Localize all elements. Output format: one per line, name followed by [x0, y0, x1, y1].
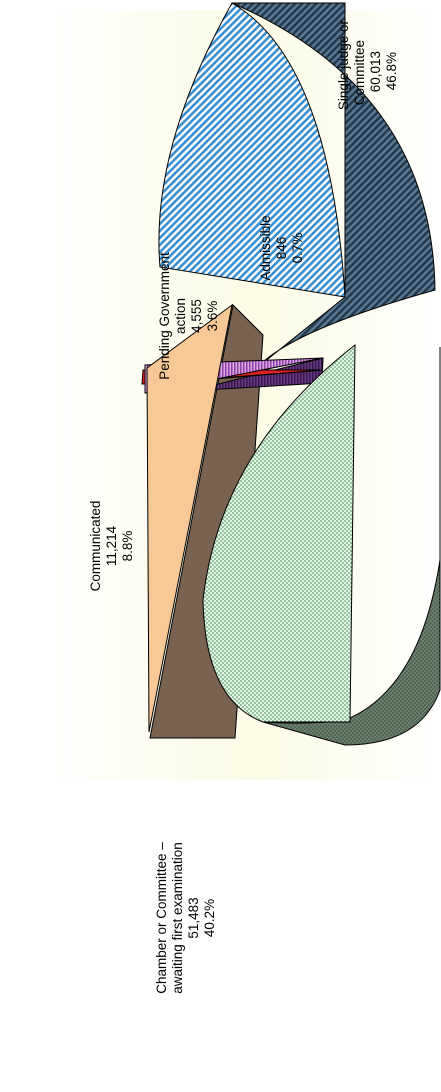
label-single-judge-line-2: Committee — [352, 40, 367, 105]
label-admissible: Admissible 846 0.7% — [258, 215, 305, 280]
label-communicated: Communicated 11,214 8.8% — [88, 501, 135, 592]
label-single-judge-line-1: Single judge or — [336, 20, 351, 111]
label-chamber-line-4: 40.2% — [202, 899, 217, 937]
slice-chamber — [202, 343, 356, 723]
label-pending-line-2: action — [173, 298, 188, 334]
label-pending-line-1: Pending Government — [157, 252, 172, 380]
slice-communicated — [146, 303, 233, 733]
label-communicated-line-2: 11,214 — [104, 525, 119, 566]
label-chamber: Chamber or Committee – awaiting first ex… — [154, 842, 217, 994]
slice-single-judge — [158, 2, 346, 298]
label-pending: Pending Government action 4,555 3.6% — [157, 252, 220, 380]
slice-side-single-judge — [231, 2, 436, 368]
label-single-judge-line-4: 46.8% — [384, 52, 399, 90]
label-pending-line-3: 4,555 — [189, 299, 204, 333]
label-chamber-line-2: awaiting first examination — [170, 842, 185, 994]
label-chamber-line-1: Chamber or Committee – — [154, 842, 169, 994]
label-admissible-line-2: 846 — [274, 237, 289, 260]
label-pending-line-4: 3.6% — [205, 301, 220, 332]
label-single-judge-line-3: 60,013 — [368, 51, 383, 92]
label-communicated-line-1: Communicated — [88, 501, 103, 592]
label-chamber-line-3: 51,483 — [186, 897, 201, 938]
label-single-judge: Single judge or Committee 60,013 46.8% — [336, 20, 399, 111]
label-communicated-line-3: 8.8% — [120, 531, 135, 562]
slice-side-chamber — [262, 347, 441, 746]
label-admissible-line-1: Admissible — [258, 215, 273, 280]
label-admissible-line-3: 0.7% — [290, 233, 305, 264]
